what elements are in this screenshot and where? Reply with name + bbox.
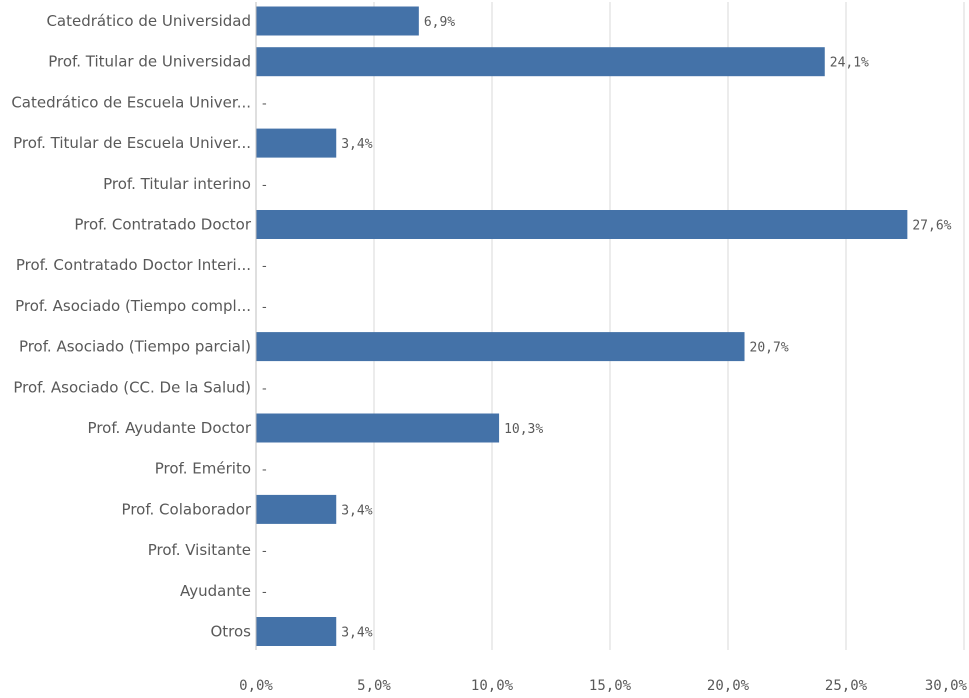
value-label: 3,4% — [341, 503, 372, 518]
bar — [256, 210, 908, 239]
category-label: Prof. Titular de Escuela Univer... — [13, 134, 251, 152]
category-label: Prof. Visitante — [148, 541, 251, 559]
x-tick-label: 10,0% — [471, 678, 514, 694]
x-tick-label: 15,0% — [589, 678, 632, 694]
value-label: 10,3% — [504, 422, 543, 437]
category-label: Otros — [210, 623, 251, 641]
category-label: Prof. Colaborador — [122, 500, 252, 518]
x-tick-labels: 0,0% 5,0% 10,0% 15,0% 20,0% 25,0% 30,0% — [239, 678, 967, 694]
x-tick-label: 30,0% — [925, 678, 968, 694]
category-label: Prof. Titular de Universidad — [48, 53, 251, 71]
x-tick-label: 5,0% — [357, 678, 391, 694]
value-label: - — [262, 300, 267, 315]
value-label: - — [262, 585, 267, 600]
value-label: 24,1% — [830, 56, 869, 71]
category-label: Prof. Ayudante Doctor — [88, 419, 252, 437]
category-label: Catedrático de Escuela Univer... — [11, 93, 251, 111]
category-label: Prof. Asociado (Tiempo parcial) — [19, 338, 251, 356]
category-label: Prof. Titular interino — [103, 175, 251, 193]
bar — [256, 6, 419, 36]
bar — [256, 332, 745, 362]
value-label: 27,6% — [912, 219, 951, 234]
value-label: - — [262, 463, 267, 478]
category-label: Ayudante — [180, 582, 251, 600]
x-tick-label: 20,0% — [707, 678, 750, 694]
bar — [256, 47, 825, 77]
value-label: - — [262, 544, 267, 559]
category-label: Catedrático de Universidad — [46, 12, 251, 30]
bar — [256, 494, 337, 524]
category-label: Prof. Asociado (Tiempo compl... — [15, 297, 251, 315]
value-label: 6,9% — [424, 15, 455, 30]
bars — [256, 6, 908, 646]
bar — [256, 617, 337, 646]
value-label: 3,4% — [341, 137, 372, 152]
category-label: Prof. Asociado (CC. De la Salud) — [13, 378, 251, 396]
value-label: - — [262, 178, 267, 193]
category-labels: Catedrático de Universidad Prof. Titular … — [11, 12, 251, 641]
value-label: - — [262, 381, 267, 396]
category-label: Prof. Contratado Doctor — [74, 216, 251, 234]
value-label: - — [262, 96, 267, 111]
category-label: Prof. Emérito — [155, 460, 251, 478]
value-labels: 6,9% 24,1% - 3,4% - 27,6% - - 20,7% - 10,3% - 3,4% - -… — [262, 15, 952, 641]
bar — [256, 128, 337, 158]
grid-lines — [373, 2, 965, 650]
value-label: 3,4% — [341, 626, 372, 641]
x-tick-label: 25,0% — [825, 678, 868, 694]
value-label: 20,7% — [750, 341, 789, 356]
category-label: Prof. Contratado Doctor Interi... — [16, 256, 251, 274]
value-label: - — [262, 259, 267, 274]
bar — [256, 413, 500, 443]
x-tick-label: 0,0% — [239, 678, 273, 694]
